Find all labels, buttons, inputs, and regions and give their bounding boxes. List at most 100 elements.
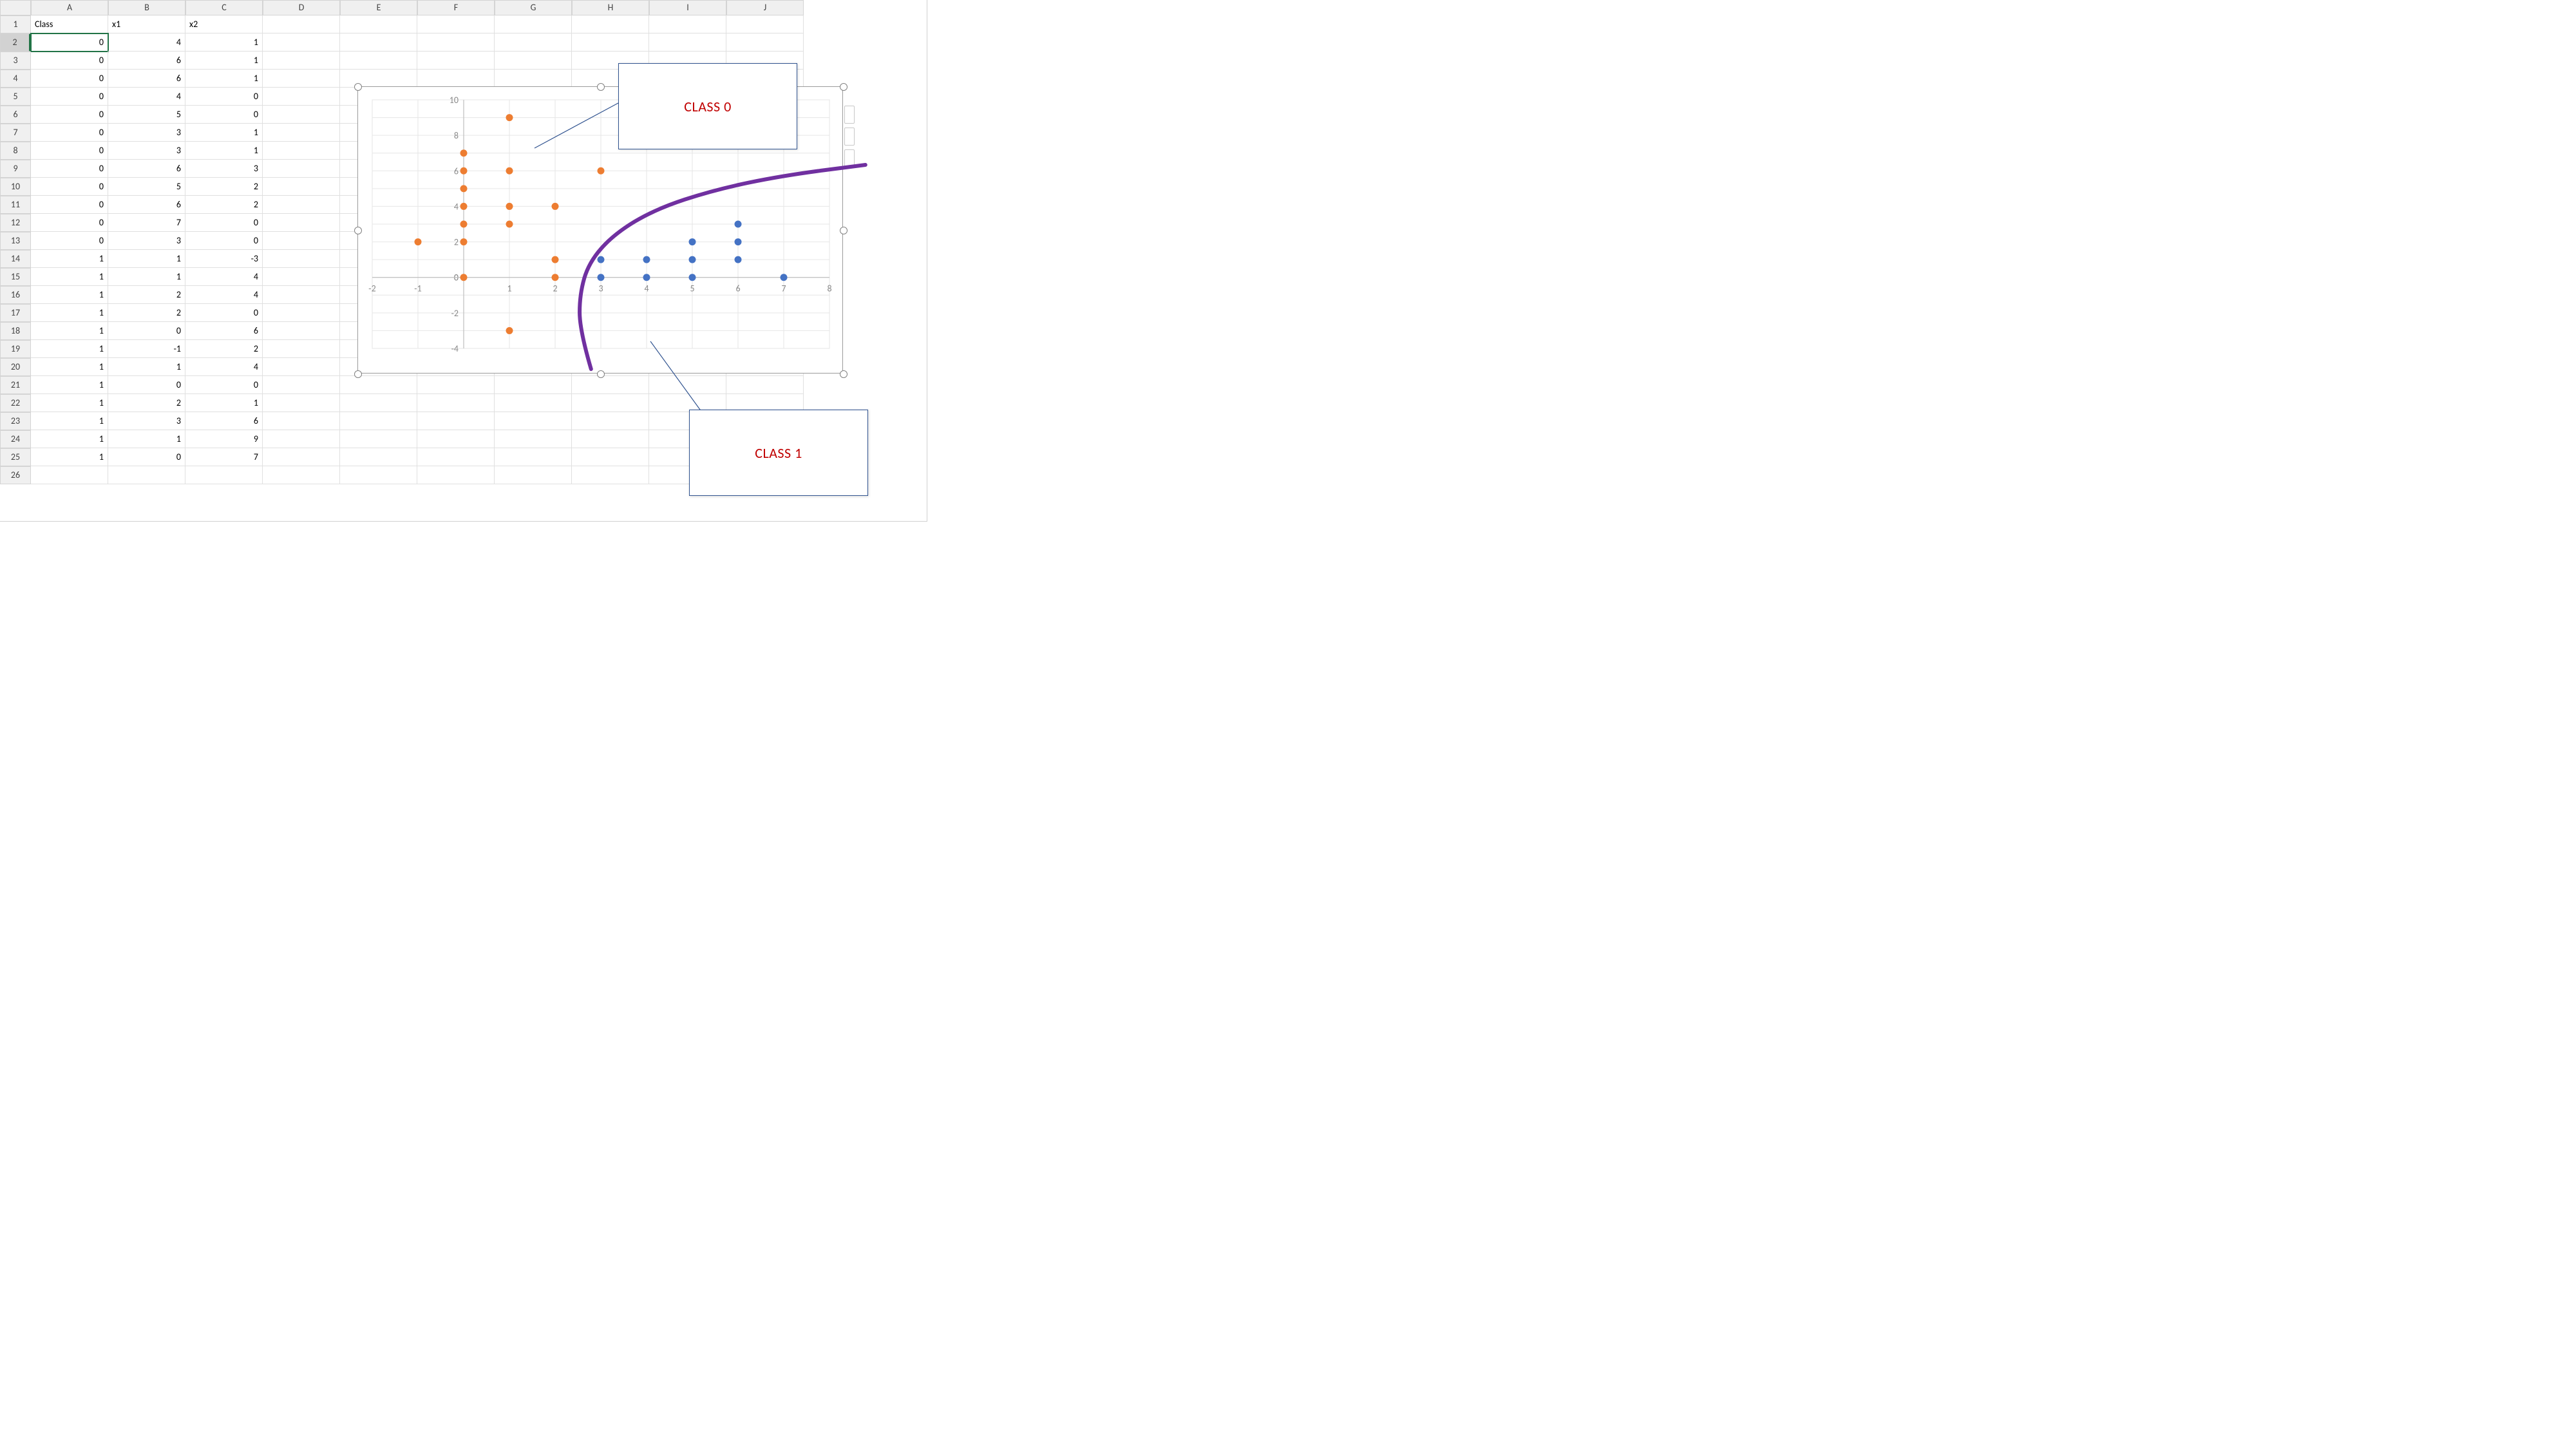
- cell-D1[interactable]: [263, 15, 340, 33]
- spreadsheet-area[interactable]: ABCDEFGHIJ1Classx1x220413061406150406050…: [0, 0, 927, 522]
- row-header-1[interactable]: 1: [0, 15, 31, 33]
- chart-resize-handle[interactable]: [840, 83, 848, 91]
- cell-A11[interactable]: 0: [31, 196, 108, 214]
- cell-C23[interactable]: 6: [185, 412, 263, 430]
- select-all-corner[interactable]: [0, 0, 31, 15]
- cell-E24[interactable]: [340, 430, 417, 448]
- chart-resize-handle[interactable]: [840, 227, 848, 234]
- row-header-13[interactable]: 13: [0, 232, 31, 250]
- cell-A4[interactable]: 0: [31, 70, 108, 88]
- cell-E21[interactable]: [340, 376, 417, 394]
- cell-A17[interactable]: 1: [31, 304, 108, 322]
- row-header-9[interactable]: 9: [0, 160, 31, 178]
- cell-G1[interactable]: [495, 15, 572, 33]
- cell-F22[interactable]: [417, 394, 495, 412]
- cell-B17[interactable]: 2: [108, 304, 185, 322]
- cell-D20[interactable]: [263, 358, 340, 376]
- cell-C11[interactable]: 2: [185, 196, 263, 214]
- row-header-3[interactable]: 3: [0, 52, 31, 70]
- row-header-8[interactable]: 8: [0, 142, 31, 160]
- cell-A22[interactable]: 1: [31, 394, 108, 412]
- cell-D18[interactable]: [263, 322, 340, 340]
- cell-B12[interactable]: 7: [108, 214, 185, 232]
- cell-B4[interactable]: 6: [108, 70, 185, 88]
- row-header-21[interactable]: 21: [0, 376, 31, 394]
- cell-A21[interactable]: 1: [31, 376, 108, 394]
- row-header-14[interactable]: 14: [0, 250, 31, 268]
- cell-I1[interactable]: [649, 15, 726, 33]
- cell-D19[interactable]: [263, 340, 340, 358]
- col-header-C[interactable]: C: [185, 0, 263, 15]
- chart-resize-handle[interactable]: [840, 370, 848, 378]
- cell-A16[interactable]: 1: [31, 286, 108, 304]
- cell-F2[interactable]: [417, 33, 495, 52]
- row-header-22[interactable]: 22: [0, 394, 31, 412]
- row-header-18[interactable]: 18: [0, 322, 31, 340]
- cell-C16[interactable]: 4: [185, 286, 263, 304]
- row-header-16[interactable]: 16: [0, 286, 31, 304]
- cell-A14[interactable]: 1: [31, 250, 108, 268]
- cell-D26[interactable]: [263, 466, 340, 484]
- cell-H25[interactable]: [572, 448, 649, 466]
- cell-E2[interactable]: [340, 33, 417, 52]
- cell-B18[interactable]: 0: [108, 322, 185, 340]
- cell-A26[interactable]: [31, 466, 108, 484]
- chart-resize-handle[interactable]: [597, 83, 605, 91]
- cell-C24[interactable]: 9: [185, 430, 263, 448]
- cell-J21[interactable]: [726, 376, 804, 394]
- chart-resize-handle[interactable]: [354, 227, 362, 234]
- cell-A19[interactable]: 1: [31, 340, 108, 358]
- cell-G26[interactable]: [495, 466, 572, 484]
- col-header-I[interactable]: I: [649, 0, 726, 15]
- cell-E1[interactable]: [340, 15, 417, 33]
- cell-B26[interactable]: [108, 466, 185, 484]
- cell-G4[interactable]: [495, 70, 572, 88]
- cell-A15[interactable]: 1: [31, 268, 108, 286]
- chart-side-tab[interactable]: [844, 106, 855, 124]
- cell-A3[interactable]: 0: [31, 52, 108, 70]
- cell-C21[interactable]: 0: [185, 376, 263, 394]
- cell-H2[interactable]: [572, 33, 649, 52]
- callout-class0[interactable]: CLASS 0: [618, 63, 797, 149]
- cell-B24[interactable]: 1: [108, 430, 185, 448]
- cell-A10[interactable]: 0: [31, 178, 108, 196]
- cell-B1[interactable]: x1: [108, 15, 185, 33]
- cell-C5[interactable]: 0: [185, 88, 263, 106]
- cell-C1[interactable]: x2: [185, 15, 263, 33]
- cell-C13[interactable]: 0: [185, 232, 263, 250]
- cell-D23[interactable]: [263, 412, 340, 430]
- chart-resize-handle[interactable]: [354, 83, 362, 91]
- cell-F1[interactable]: [417, 15, 495, 33]
- cell-C18[interactable]: 6: [185, 322, 263, 340]
- cell-A13[interactable]: 0: [31, 232, 108, 250]
- row-header-26[interactable]: 26: [0, 466, 31, 484]
- cell-A1[interactable]: Class: [31, 15, 108, 33]
- cell-G21[interactable]: [495, 376, 572, 394]
- callout-class1[interactable]: CLASS 1: [689, 410, 868, 496]
- cell-D6[interactable]: [263, 106, 340, 124]
- cell-C25[interactable]: 7: [185, 448, 263, 466]
- cell-D12[interactable]: [263, 214, 340, 232]
- cell-D3[interactable]: [263, 52, 340, 70]
- cell-C26[interactable]: [185, 466, 263, 484]
- cell-D21[interactable]: [263, 376, 340, 394]
- cell-F4[interactable]: [417, 70, 495, 88]
- cell-A5[interactable]: 0: [31, 88, 108, 106]
- cell-B15[interactable]: 1: [108, 268, 185, 286]
- cell-I21[interactable]: [649, 376, 726, 394]
- cell-B6[interactable]: 5: [108, 106, 185, 124]
- cell-C17[interactable]: 0: [185, 304, 263, 322]
- cell-D11[interactable]: [263, 196, 340, 214]
- cell-C14[interactable]: -3: [185, 250, 263, 268]
- row-header-23[interactable]: 23: [0, 412, 31, 430]
- cell-D25[interactable]: [263, 448, 340, 466]
- cell-F25[interactable]: [417, 448, 495, 466]
- cell-C6[interactable]: 0: [185, 106, 263, 124]
- col-header-A[interactable]: A: [31, 0, 108, 15]
- cell-C20[interactable]: 4: [185, 358, 263, 376]
- cell-A18[interactable]: 1: [31, 322, 108, 340]
- cell-D8[interactable]: [263, 142, 340, 160]
- row-header-10[interactable]: 10: [0, 178, 31, 196]
- cell-A24[interactable]: 1: [31, 430, 108, 448]
- row-header-20[interactable]: 20: [0, 358, 31, 376]
